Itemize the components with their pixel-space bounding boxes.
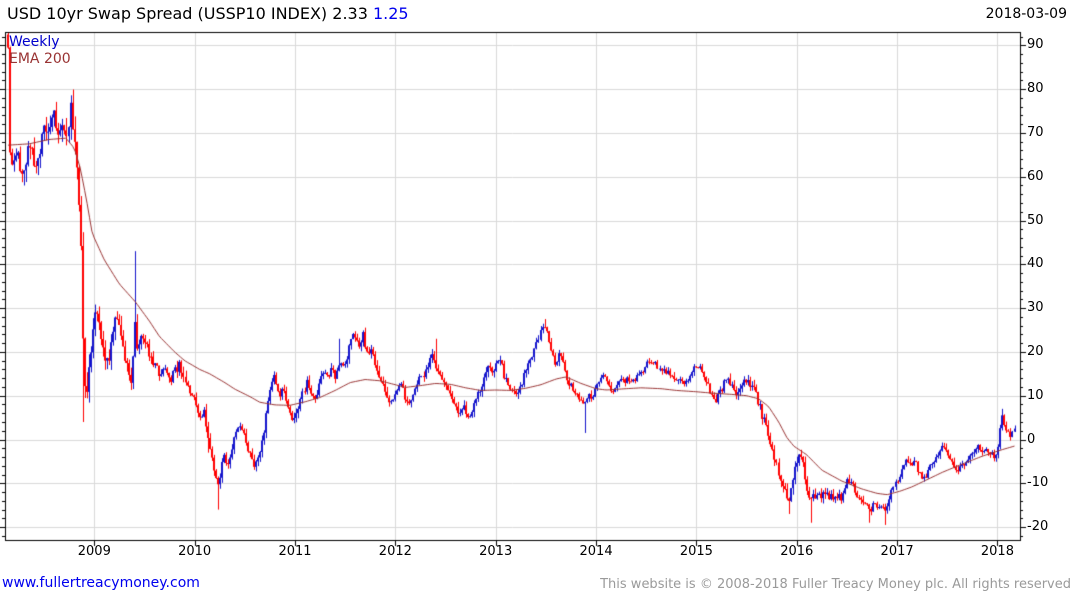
x-tick-label: 2011 (278, 544, 312, 559)
x-tick-label: 2015 (679, 544, 713, 559)
y-tick-label: 0 (1027, 431, 1036, 447)
legend-weekly-label: Weekly (9, 34, 60, 50)
chart-title-bar: USD 10yr Swap Spread (USSP10 INDEX) 2.33… (7, 4, 409, 23)
y-tick-label: 20 (1027, 343, 1044, 359)
y-tick-label: 50 (1027, 212, 1044, 228)
chart-date-label: 2018-03-09 (985, 6, 1067, 22)
x-tick-label: 2012 (378, 544, 412, 559)
x-tick-label: 2009 (77, 544, 111, 559)
last-price-value: 2.33 (332, 4, 368, 23)
alt-price-value: 1.25 (372, 4, 409, 23)
chart-title: USD 10yr Swap Spread (USSP10 INDEX) (7, 4, 328, 23)
y-tick-label: -10 (1027, 475, 1049, 491)
y-tick-label: 90 (1027, 37, 1044, 53)
x-tick-label: 2018 (980, 544, 1014, 559)
site-link[interactable]: www.fullertreacymoney.com (2, 575, 200, 591)
y-tick-label: 60 (1027, 168, 1044, 184)
y-tick-label: -20 (1027, 519, 1049, 535)
x-tick-label: 2014 (579, 544, 613, 559)
x-tick-label: 2016 (780, 544, 814, 559)
y-tick-label: 70 (1027, 124, 1044, 140)
x-tick-label: 2017 (880, 544, 914, 559)
y-tick-label: 10 (1027, 387, 1044, 403)
copyright-text: This website is © 2008-2018 Fuller Treac… (600, 577, 1071, 592)
legend-ema-label: EMA 200 (9, 51, 71, 67)
y-tick-label: 30 (1027, 300, 1044, 316)
x-tick-label: 2013 (479, 544, 513, 559)
y-tick-label: 40 (1027, 256, 1044, 272)
y-tick-label: 80 (1027, 81, 1044, 97)
x-tick-label: 2010 (178, 544, 212, 559)
